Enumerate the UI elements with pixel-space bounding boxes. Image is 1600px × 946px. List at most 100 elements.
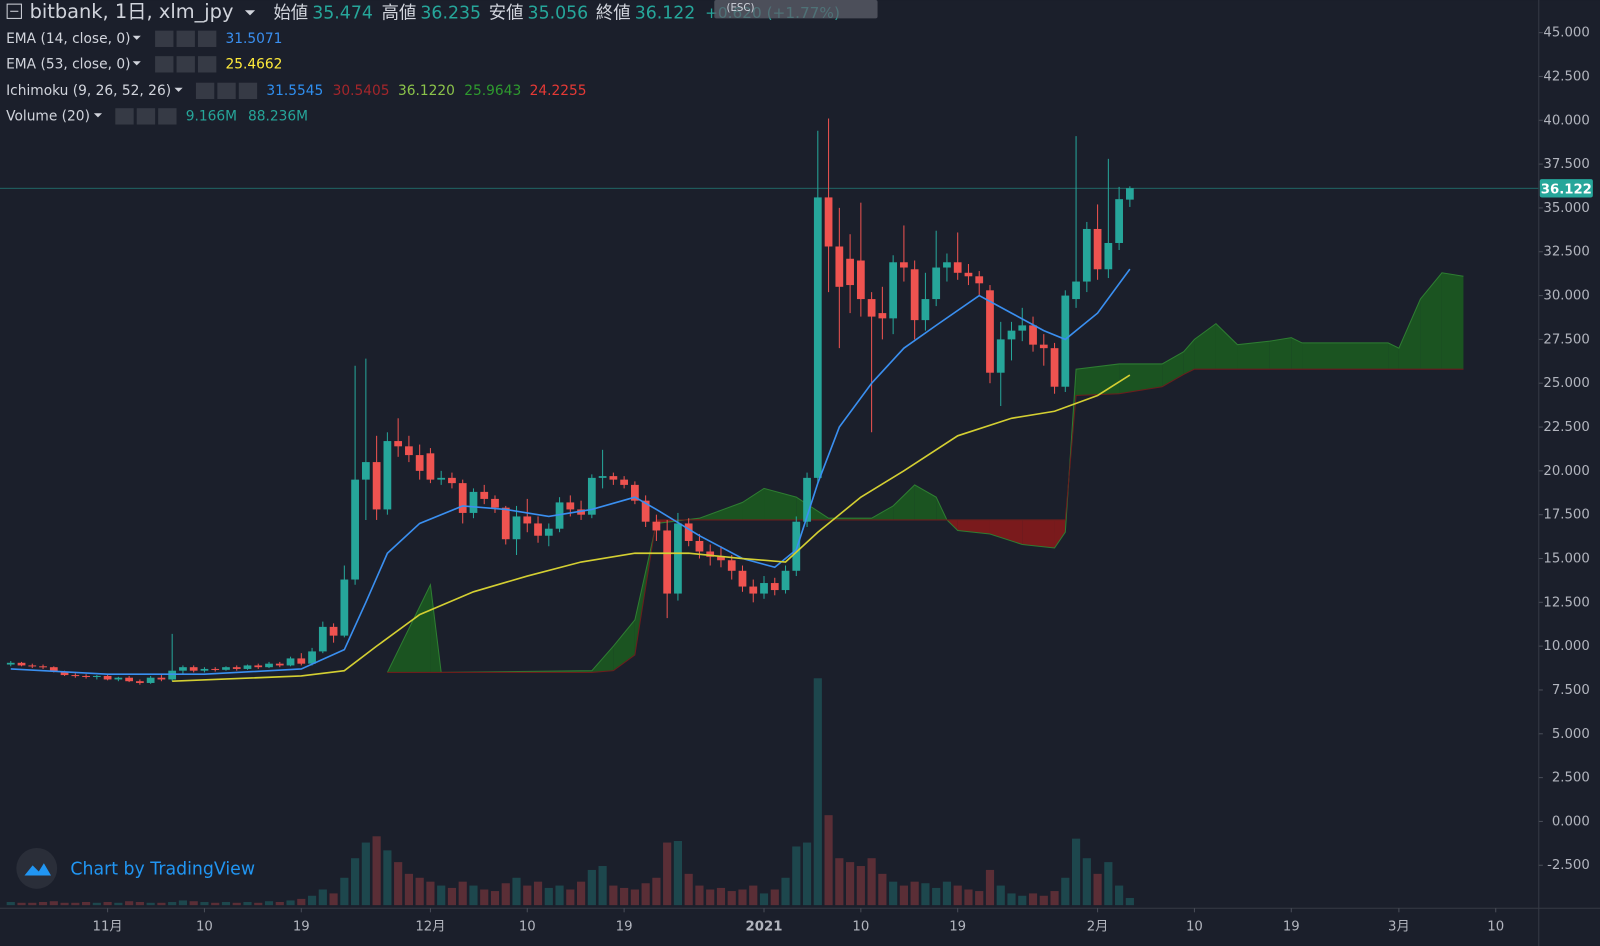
indicator-name[interactable]: EMA (53, close, 0) xyxy=(6,56,130,72)
indicator-icons[interactable] xyxy=(155,56,217,73)
logo xyxy=(24,863,52,876)
candle-body xyxy=(448,477,456,484)
candle-body xyxy=(760,583,768,594)
cloud-segment xyxy=(1022,519,1055,548)
x-tick-label: 2月 xyxy=(1087,920,1109,935)
ohlc-value: 35.474 xyxy=(312,3,373,23)
volume-bar xyxy=(889,881,898,906)
volume-bar xyxy=(135,902,144,906)
x-tick-label: 19 xyxy=(293,920,310,935)
candle-body xyxy=(222,667,230,670)
volume-bar xyxy=(361,842,370,906)
symbol-title[interactable]: bitbank, 1日, xlm_jpy xyxy=(30,0,234,23)
candle-body xyxy=(781,570,790,591)
indicator-icons[interactable] xyxy=(155,30,217,47)
candle-body xyxy=(136,681,144,683)
cloud-segment xyxy=(1119,363,1163,394)
logo[interactable] xyxy=(16,848,58,889)
volume-bar xyxy=(1061,877,1070,906)
candle-body xyxy=(932,267,941,300)
y-tick-label: 17.500 xyxy=(1543,508,1589,523)
dropdown-arrow[interactable] xyxy=(132,61,141,66)
indicator-name[interactable]: EMA (14, close, 0) xyxy=(6,31,130,47)
volume-bar xyxy=(114,902,123,906)
y-tick-label: 35.000 xyxy=(1543,201,1589,216)
indicator-name[interactable]: Ichimoku (9, 26, 52, 26) xyxy=(6,83,171,99)
candle-body xyxy=(878,313,887,319)
indicator-icons[interactable] xyxy=(195,82,258,100)
candle-body xyxy=(211,668,220,670)
indicator-icons[interactable] xyxy=(115,108,177,125)
x-tick-label: 10 xyxy=(852,920,869,935)
volume-bar xyxy=(985,869,995,906)
candle-body xyxy=(835,246,844,287)
candle-body xyxy=(329,626,338,636)
volume-bar xyxy=(953,885,962,906)
candle-body xyxy=(415,455,424,471)
candle-body xyxy=(157,677,166,680)
candle-body xyxy=(523,516,532,524)
volume-bar xyxy=(921,883,930,906)
indicator-line xyxy=(172,374,1131,683)
x-tick-label: 10 xyxy=(196,920,213,935)
candle-body xyxy=(60,671,69,676)
dropdown-arrow[interactable] xyxy=(93,113,103,118)
volume-bar xyxy=(501,883,510,906)
price-tag-label: 36.122 xyxy=(1541,182,1592,197)
ohlc-value: 36.235 xyxy=(420,3,481,23)
candle-body xyxy=(1039,344,1048,349)
candle-body xyxy=(587,477,596,515)
y-tick-label: -2.500 xyxy=(1547,858,1590,873)
candle-body xyxy=(6,662,15,665)
volume-bar xyxy=(813,678,822,906)
cloud-segment xyxy=(914,484,937,520)
candle-body xyxy=(383,441,392,510)
volume-bar xyxy=(189,901,198,906)
volume-bar xyxy=(447,887,457,906)
volume-bar xyxy=(92,902,101,906)
y-tick-label: 30.000 xyxy=(1543,289,1589,304)
volume-bar xyxy=(307,895,317,906)
tooltip xyxy=(714,0,878,19)
y-tick-label: 2.500 xyxy=(1552,771,1590,786)
watermark[interactable]: Chart by TradingView xyxy=(70,859,255,879)
cloud-segment xyxy=(742,488,765,520)
volume-bar xyxy=(383,850,392,906)
dropdown-arrow[interactable] xyxy=(132,35,141,40)
volume-bar xyxy=(996,885,1005,906)
collapse-icon[interactable] xyxy=(6,3,22,19)
volume-bar xyxy=(297,898,306,906)
dropdown-arrow[interactable] xyxy=(174,87,183,92)
volume-bar xyxy=(254,902,263,906)
y-tick-label: 10.000 xyxy=(1543,639,1589,654)
x-tick-label: 19 xyxy=(1283,920,1300,935)
candle-body xyxy=(179,667,187,671)
candle-body xyxy=(598,476,607,478)
candle-body xyxy=(405,446,413,456)
volume-bar xyxy=(318,889,327,906)
y-tick-label: 7.500 xyxy=(1552,683,1590,698)
candle-body xyxy=(501,507,510,540)
volume-bar xyxy=(168,902,177,906)
volume-bar xyxy=(846,862,855,906)
candle-body xyxy=(846,258,854,286)
y-tick-label: 20.000 xyxy=(1543,464,1589,479)
volume-bar xyxy=(544,887,553,906)
volume-bar xyxy=(480,889,489,906)
candle-body xyxy=(1072,281,1080,300)
volume-bar xyxy=(82,902,91,906)
volume-bar xyxy=(146,902,155,906)
candle-body xyxy=(889,262,898,319)
volume-bar xyxy=(340,877,349,906)
y-tick-label: 0.000 xyxy=(1552,814,1590,829)
candle-body xyxy=(491,498,499,508)
candle-body xyxy=(824,197,833,247)
indicator-value: 31.5071 xyxy=(226,31,283,47)
volume-bar xyxy=(824,815,833,906)
candle-body xyxy=(1029,325,1037,345)
dropdown-arrow[interactable] xyxy=(244,10,256,16)
indicator-name[interactable]: Volume (20) xyxy=(6,108,90,124)
cloud-segment xyxy=(1302,342,1389,370)
cloud-segment xyxy=(613,619,635,671)
